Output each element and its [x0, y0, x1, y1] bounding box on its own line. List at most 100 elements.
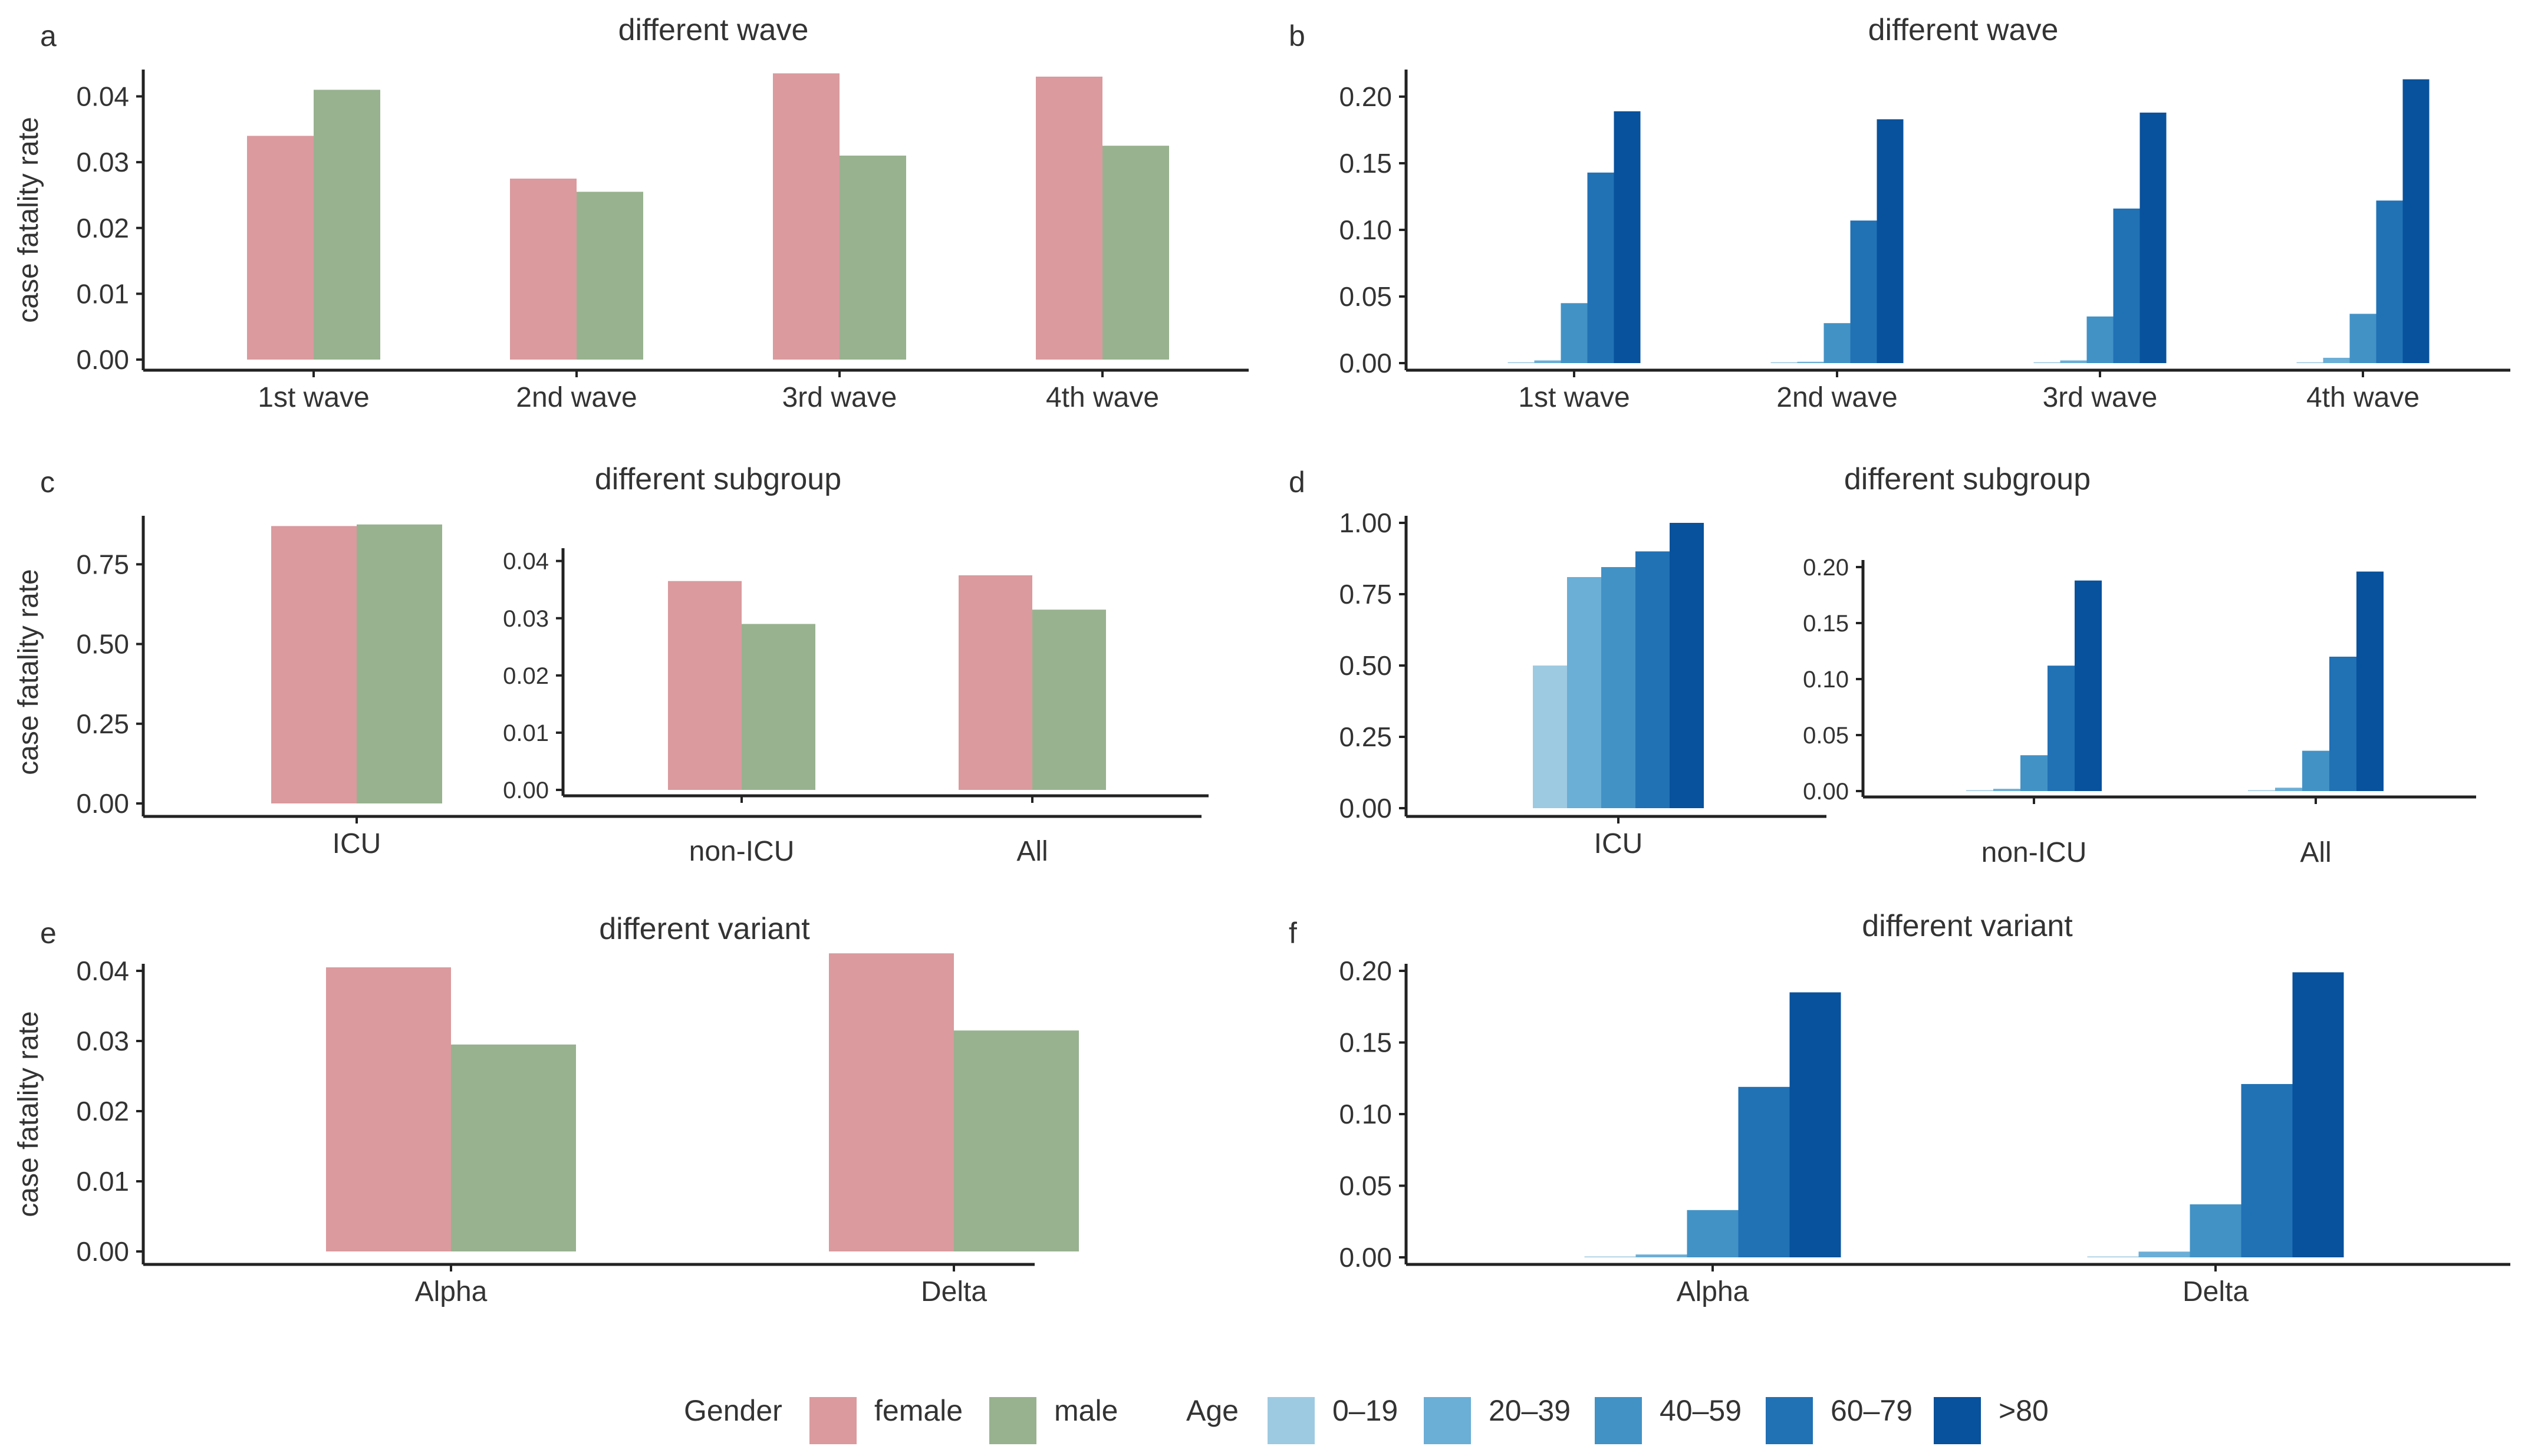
panel-title-b: different wave [1868, 13, 2059, 47]
y-axis-label-c: case fatality rate [13, 569, 44, 775]
bar-d-inset-all-60-79 [2329, 657, 2356, 791]
x-tick-label-f-delta: Delta [2183, 1276, 2249, 1307]
x-tick-label-d-inset-all: All [2300, 837, 2331, 868]
bar-d-inset-non-icu-40-59 [2020, 755, 2048, 791]
bar-b-1st-wave-20-39 [1534, 360, 1561, 363]
x-tick-label-e-delta: Delta [921, 1276, 987, 1307]
y-tick-label-f-0-15: 0.15 [1339, 1027, 1392, 1058]
bar-b-1st-wave-60-79 [1587, 172, 1614, 363]
bar-b-4th-wave-40-59 [2349, 314, 2376, 363]
bar-c-icu-female [271, 526, 357, 803]
y-tick-label-b-0-20: 0.20 [1339, 81, 1392, 112]
bar-d-icu-20-39 [1567, 577, 1601, 808]
y-tick-label-c-0-50: 0.50 [76, 629, 129, 660]
y-tick-label-d-1-00: 1.00 [1339, 508, 1392, 538]
y-tick-label-c-inset-0-00: 0.00 [503, 778, 549, 803]
bar-b-4th-wave-20-39 [2323, 357, 2350, 363]
x-tick-label-b-3rd-wave: 3rd wave [2043, 382, 2158, 413]
panel-d: d different subgroup 0.00 0.25 0.50 0.75 1.00 I… [1289, 462, 2091, 859]
panel-letter-d: d [1289, 466, 1305, 499]
y-tick-label-e-0-00: 0.00 [76, 1236, 129, 1267]
panel-title-e: different variant [599, 912, 810, 946]
legend-label-male: male [1054, 1394, 1118, 1427]
panel-letter-e: e [40, 917, 57, 950]
bar-e-alpha-female [326, 967, 451, 1251]
y-tick-label-f-0-10: 0.10 [1339, 1099, 1392, 1129]
panel-title-d: different subgroup [1844, 462, 2091, 496]
x-tick-label-a-1st-wave: 1st wave [258, 382, 369, 413]
bar-f-alpha-60-79 [1738, 1086, 1790, 1257]
y-tick-label-d-0-50: 0.50 [1339, 650, 1392, 681]
y-tick-label-a-0-01: 0.01 [76, 278, 129, 309]
panel-a: a different wave case fatality rate 0.00 0.0… [13, 13, 1249, 413]
x-tick-label-a-4th-wave: 4th wave [1046, 382, 1159, 413]
y-axis-label-a: case fatality rate [13, 117, 44, 323]
y-tick-label-e-0-02: 0.02 [76, 1096, 129, 1126]
y-tick-label-a-0-04: 0.04 [76, 81, 129, 112]
bar-c-inset-all-male [1032, 610, 1106, 790]
y-tick-label-d-0-75: 0.75 [1339, 579, 1392, 610]
bar-f-alpha-80 [1789, 992, 1841, 1257]
bar-b-1st-wave-0-19 [1507, 362, 1535, 363]
x-tick-label-a-2nd-wave: 2nd wave [516, 382, 637, 413]
panel-letter-b: b [1289, 19, 1305, 52]
panel-title-f: different variant [1862, 909, 2073, 943]
bar-d-inset-non-icu-80 [2075, 580, 2102, 791]
y-tick-label-c-inset-0-02: 0.02 [503, 663, 549, 689]
y-tick-label-a-0-03: 0.03 [76, 147, 129, 177]
y-tick-label-a-0-00: 0.00 [76, 344, 129, 375]
bar-e-delta-female [829, 953, 954, 1251]
panel-e: e different variant case fatality rate 0.00… [13, 912, 1079, 1307]
bar-d-icu-80 [1670, 523, 1704, 808]
y-tick-label-f-0-00: 0.00 [1339, 1242, 1392, 1273]
bar-d-inset-all-80 [2356, 571, 2384, 791]
legend-label-age-5: >80 [1999, 1394, 2049, 1427]
x-tick-label-b-4th-wave: 4th wave [2306, 382, 2420, 413]
bar-c-inset-all-female [959, 575, 1032, 790]
bar-a-2nd-wave-female [510, 179, 577, 360]
legend-label-age-3: 40–59 [1660, 1394, 1742, 1427]
y-tick-label-c-0-75: 0.75 [76, 549, 129, 579]
bar-b-1st-wave-80 [1614, 111, 1641, 363]
bar-b-3rd-wave-60-79 [2113, 208, 2140, 363]
bar-a-3rd-wave-female [773, 73, 840, 360]
panel-letter-a: a [40, 19, 57, 52]
x-tick-label-a-3rd-wave: 3rd wave [782, 382, 897, 413]
y-tick-label-c-inset-0-01: 0.01 [503, 720, 549, 746]
y-tick-label-d-0-25: 0.25 [1339, 722, 1392, 752]
bar-a-2nd-wave-male [577, 192, 643, 360]
bar-b-3rd-wave-40-59 [2086, 316, 2114, 363]
bar-b-2nd-wave-60-79 [1850, 220, 1877, 363]
y-tick-label-b-0-05: 0.05 [1339, 281, 1392, 312]
bar-a-3rd-wave-male [840, 155, 906, 360]
x-tick-label-e-alpha: Alpha [415, 1276, 488, 1307]
bar-b-3rd-wave-80 [2139, 113, 2167, 363]
legend-label-female: female [874, 1394, 963, 1427]
bar-f-delta-20-39 [2138, 1251, 2190, 1257]
bar-a-4th-wave-female [1036, 77, 1102, 360]
y-tick-label-b-0-15: 0.15 [1339, 148, 1392, 179]
legend-label-age-4: 60–79 [1831, 1394, 1913, 1427]
bar-a-1st-wave-female [247, 136, 314, 360]
legend-swatch-age-1 [1268, 1397, 1315, 1444]
y-tick-label-e-0-04: 0.04 [76, 956, 129, 986]
panel-title-c: different subgroup [595, 462, 841, 496]
bar-b-3rd-wave-20-39 [2060, 360, 2087, 363]
y-tick-label-a-0-02: 0.02 [76, 213, 129, 243]
panel-b: b different wave 0.00 0.05 0.10 0.15 0.20 1st w… [1289, 13, 2510, 413]
legend-swatch-male [989, 1397, 1036, 1444]
panel-c: c different subgroup case fatality rate 0.0… [13, 462, 1202, 859]
legend-swatch-age-3 [1595, 1397, 1642, 1444]
legend-label-age-2: 20–39 [1489, 1394, 1571, 1427]
bar-d-inset-non-icu-60-79 [2048, 666, 2075, 791]
panel-f: f different variant 0.00 0.05 0.10 0.15 0.20 Al… [1289, 909, 2510, 1307]
y-tick-label-e-0-01: 0.01 [76, 1166, 129, 1197]
bar-b-4th-wave-80 [2402, 79, 2430, 363]
legend-swatch-age-2 [1424, 1397, 1471, 1444]
x-tick-label-c-inset-all: All [1016, 836, 1048, 867]
bar-b-1st-wave-40-59 [1561, 303, 1588, 363]
x-tick-label-f-alpha: Alpha [1677, 1276, 1749, 1307]
legend-swatch-age-5 [1934, 1397, 1981, 1444]
y-tick-label-d-inset-0-00: 0.00 [1803, 779, 1849, 805]
